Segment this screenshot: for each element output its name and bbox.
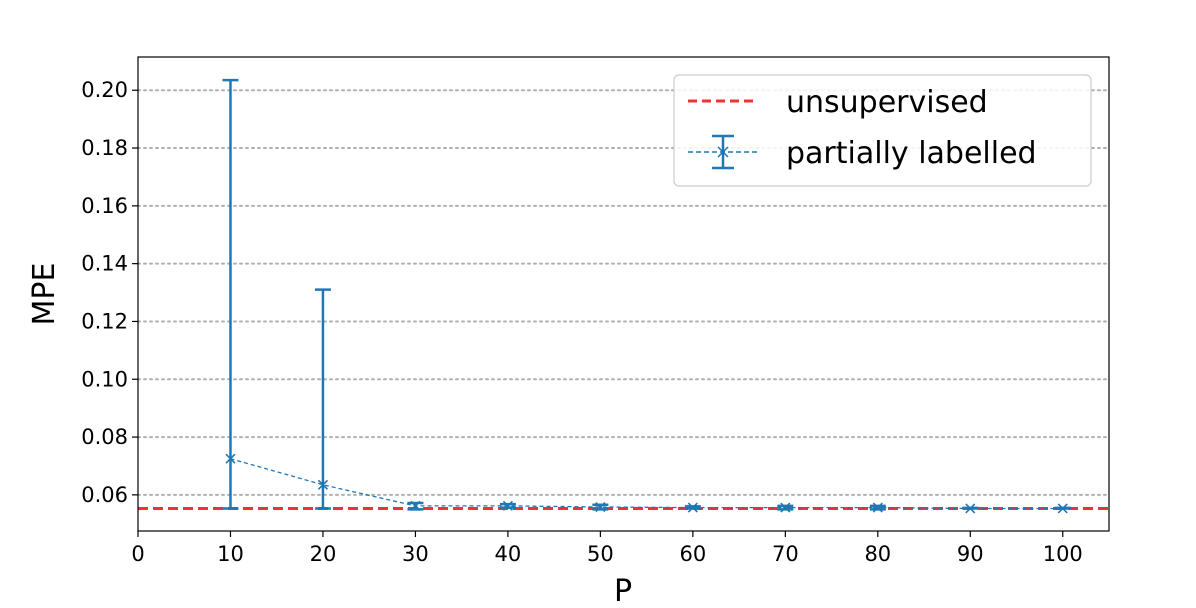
data-point-marker [502,500,513,511]
legend: unsupervised partially labelled [673,74,1092,187]
data-point-marker [780,502,791,513]
marker-stroke [595,501,606,513]
x-tick-label: 10 [217,542,244,566]
legend-partially-labelled-swatch [688,134,758,170]
y-axis-title: MPE [27,263,62,326]
x-tick-label: 100 [1043,542,1083,566]
marker-stroke [502,500,513,511]
data-point-marker [1057,503,1068,514]
x-tick-label: 70 [772,542,799,566]
x-tick-label: 50 [587,542,614,566]
legend-unsupervised-label: unsupervised [786,85,988,120]
data-point-marker [965,503,976,514]
data-point-marker [410,500,421,511]
legend-box [673,74,1092,187]
marker-stroke [872,502,883,513]
y-tick-label: 0.06 [81,483,128,507]
y-tick-label: 0.12 [81,309,128,333]
x-tick-label: 0 [131,542,144,566]
data-point-marker [872,502,883,513]
grid [137,89,1110,496]
partially-labelled-line [230,458,1063,510]
data-point-marker [595,501,606,513]
marker-stroke [225,453,236,464]
y-tick-label: 0.20 [81,78,128,102]
x-tick-label: 60 [679,542,706,566]
x-tick-label: 90 [957,542,984,566]
marker-stroke [1057,503,1068,514]
y-tick-label: 0.10 [81,367,128,391]
x-axis-title: P [614,574,632,608]
marker-stroke [410,500,421,511]
x-tick-label: 30 [402,542,429,566]
legend-partially-labelled-label: partially labelled [786,136,1037,171]
marker-stroke [687,502,698,513]
partially-labelled-series-layer [222,78,1071,514]
y-tick-label: 0.08 [81,425,128,449]
x-tick-label: 80 [864,542,891,566]
marker-stroke [780,502,791,513]
x-tick-label: 20 [310,542,337,566]
marker-stroke [317,479,329,490]
x-tick-label: 40 [495,542,522,566]
marker-stroke [965,503,976,514]
y-tick-label: 0.16 [81,194,128,218]
x-axis-ticks: 0 10 20 30 40 50 60 70 80 90 100 [131,531,1083,566]
data-point-marker [225,453,236,464]
y-tick-label: 0.14 [81,252,128,276]
y-tick-label: 0.18 [81,136,128,160]
data-point-marker [317,479,329,490]
data-point-marker [687,502,698,513]
y-axis-ticks: 0.06 0.08 0.10 0.12 0.14 0.16 0.18 0.20 [81,78,138,507]
plot-frame [137,56,1110,532]
